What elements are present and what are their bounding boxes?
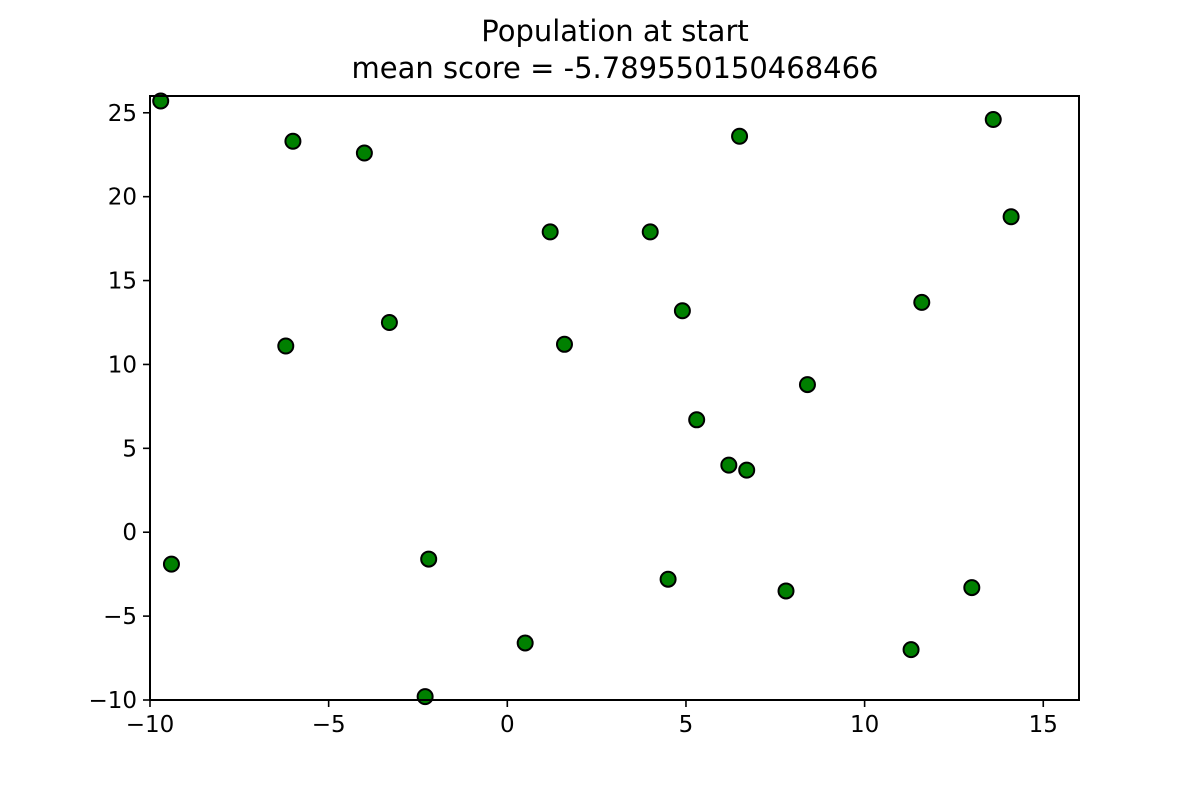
data-point xyxy=(555,335,573,353)
data-point xyxy=(516,634,534,652)
data-point xyxy=(380,314,398,331)
y-tick-label: −10 xyxy=(88,688,137,714)
data-point xyxy=(420,550,438,568)
data-point xyxy=(284,132,302,150)
data-point xyxy=(902,641,920,659)
data-point xyxy=(738,461,756,479)
data-point xyxy=(641,223,659,241)
x-tick-label: 0 xyxy=(500,712,515,738)
data-point xyxy=(688,411,706,429)
data-point xyxy=(913,293,931,311)
data-point xyxy=(541,223,559,241)
data-point xyxy=(152,92,170,110)
chart-subtitle: mean score = -5.789550150468466 xyxy=(351,51,878,85)
y-tick-label: −5 xyxy=(103,604,137,630)
data-points xyxy=(152,92,1020,706)
data-point xyxy=(963,579,981,597)
x-tick-label: 10 xyxy=(850,712,879,738)
y-tick-label: 25 xyxy=(108,101,137,127)
data-point xyxy=(416,688,434,706)
y-tick-label: 10 xyxy=(108,352,137,378)
y-tick-label: 5 xyxy=(122,436,137,462)
y-tick-label: 20 xyxy=(108,185,137,211)
data-point xyxy=(673,302,691,320)
data-point xyxy=(731,127,749,145)
data-point xyxy=(277,337,295,355)
data-point xyxy=(355,144,373,162)
y-axis: −10 −5 0 5 10 15 20 25 xyxy=(88,101,150,714)
data-point xyxy=(1002,208,1020,226)
data-point xyxy=(659,570,677,588)
data-point xyxy=(162,555,180,573)
y-tick-label: 0 xyxy=(122,520,137,546)
x-tick-label: 5 xyxy=(679,712,694,738)
plot-frame xyxy=(149,95,1080,701)
data-point xyxy=(720,456,738,474)
x-tick-label: 15 xyxy=(1029,712,1058,738)
data-point xyxy=(777,582,795,600)
x-axis: −10 −5 0 5 10 15 xyxy=(126,700,1058,738)
chart-title: Population at start xyxy=(481,14,749,48)
data-point xyxy=(798,376,816,394)
y-tick-label: 15 xyxy=(108,269,137,295)
x-tick-label: −10 xyxy=(126,712,175,738)
data-point xyxy=(984,110,1002,128)
x-tick-label: −5 xyxy=(312,712,346,738)
